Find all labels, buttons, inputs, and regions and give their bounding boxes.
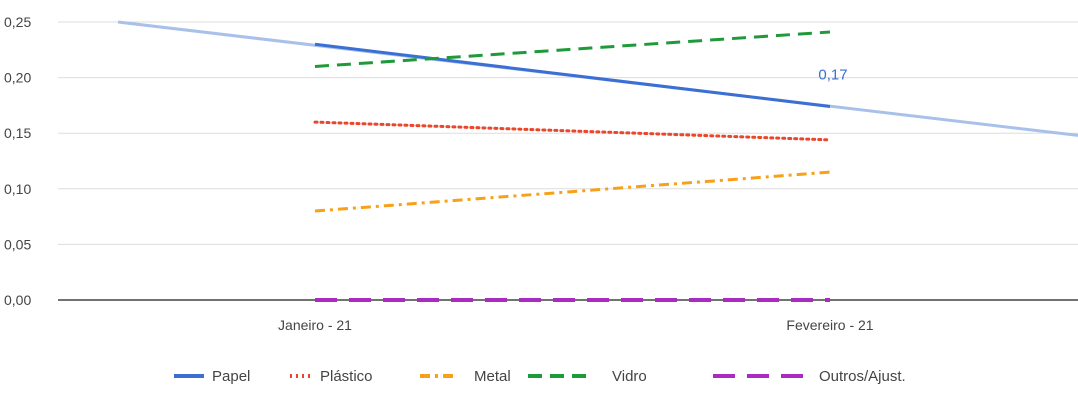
legend-label: Plástico [320, 368, 373, 385]
legend-item: Papel [174, 368, 250, 385]
legend-label: Papel [212, 368, 250, 385]
legend-label: Metal [474, 368, 511, 385]
legend-label: Outros/Ajust. [819, 368, 906, 385]
legend-label: Vidro [612, 368, 647, 385]
data-label-layer: 0,17 [818, 67, 847, 84]
y-tick-label: 0,15 [4, 125, 31, 141]
data-label: 0,17 [818, 67, 847, 84]
y-tick-label: 0,25 [4, 14, 31, 30]
y-axis-labels: 0,00 0,05 0,10 0,15 0,20 0,25 [4, 14, 31, 308]
legend-item: Vidro [528, 368, 647, 385]
legend-item: Metal [420, 368, 511, 385]
y-tick-label: 0,10 [4, 181, 31, 197]
legend: Papel Plástico Metal Vidro Outros/Ajust. [174, 368, 906, 385]
y-tick-label: 0,20 [4, 70, 31, 86]
x-tick-label: Janeiro - 21 [278, 317, 352, 333]
series-line [314, 170, 831, 213]
series-line [313, 120, 832, 142]
legend-item: Outros/Ajust. [713, 368, 906, 385]
gridlines [58, 21, 1078, 301]
x-tick-label: Fevereiro - 21 [786, 317, 873, 333]
series-layer [313, 30, 832, 302]
y-tick-label: 0,00 [4, 292, 31, 308]
legend-item: Plástico [290, 368, 373, 385]
series-line [314, 30, 831, 68]
series-line [314, 42, 831, 109]
x-axis-labels: Janeiro - 21 Fevereiro - 21 [278, 317, 874, 333]
y-tick-label: 0,05 [4, 236, 31, 252]
